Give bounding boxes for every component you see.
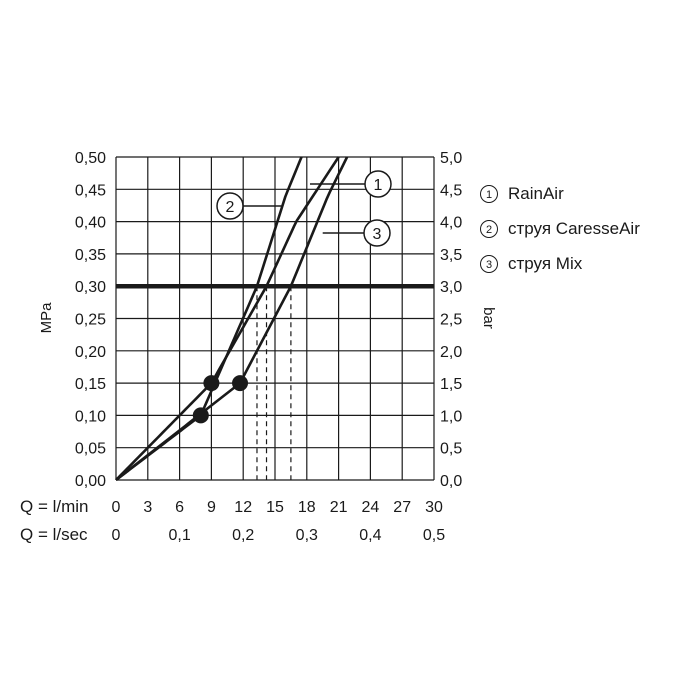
y-tick-right: 3,0 xyxy=(440,279,462,296)
y-tick-left: 0,10 xyxy=(75,408,106,425)
series-curve-3 xyxy=(115,156,349,482)
x-tick-lmin: 18 xyxy=(298,499,316,516)
y-axis-left-ticks: 0,00 0,05 0,10 0,15 0,20 0,25 0,30 0,35 0,40 0,45… xyxy=(75,150,106,490)
legend-label-2: струя CaresseAir xyxy=(508,218,640,238)
y-tick-right: 2,0 xyxy=(440,344,462,361)
y-tick-right: 1,0 xyxy=(440,408,462,425)
x-axis-lmin-ticks: 0 3 6 9 12 15 18 21 24 27 30 xyxy=(112,499,443,516)
data-point xyxy=(232,375,249,392)
x-tick-lmin: 0 xyxy=(112,499,121,516)
x-tick-lmin: 3 xyxy=(143,499,152,516)
callout-number: 2 xyxy=(226,199,235,216)
y-tick-left: 0,30 xyxy=(75,279,106,296)
legend-label-3: струя Mix xyxy=(508,253,583,273)
y-tick-right: 3,5 xyxy=(440,247,462,264)
y-tick-left: 0,05 xyxy=(75,441,106,458)
x-tick-lmin: 15 xyxy=(266,499,284,516)
y-axis-label-left: MPa xyxy=(38,302,55,334)
y-tick-right: 0,5 xyxy=(440,441,462,458)
legend-item-rainair: 1 RainAir xyxy=(480,176,640,211)
x-tick-lmin: 12 xyxy=(234,499,252,516)
callout-number: 3 xyxy=(373,226,382,243)
x-tick-lsec: 0,5 xyxy=(423,527,445,544)
y-tick-left: 0,20 xyxy=(75,344,106,361)
y-tick-left: 0,50 xyxy=(75,150,106,167)
data-point xyxy=(192,407,209,424)
x-tick-lmin: 21 xyxy=(330,499,348,516)
legend-item-caresseair: 2 струя CaresseAir xyxy=(480,211,640,246)
x-tick-lsec: 0,1 xyxy=(168,527,190,544)
y-tick-left: 0,35 xyxy=(75,247,106,264)
x-tick-lmin: 24 xyxy=(362,499,380,516)
y-tick-left: 0,25 xyxy=(75,312,106,329)
x-axis-lsec-ticks: 0 0,1 0,2 0,3 0,4 0,5 xyxy=(112,527,446,544)
x-tick-lsec: 0,4 xyxy=(359,527,381,544)
callout-circle xyxy=(363,219,391,247)
y-tick-right: 4,5 xyxy=(440,182,462,199)
y-tick-left: 0,00 xyxy=(75,473,106,490)
y-tick-right: 5,0 xyxy=(440,150,462,167)
y-tick-left: 0,40 xyxy=(75,215,106,232)
y-tick-right: 2,5 xyxy=(440,312,462,329)
y-axis-right-ticks: 0,0 0,5 1,0 1,5 2,0 2,5 3,0 3,5 4,0 4,5 5,0 xyxy=(440,150,462,490)
legend-number-3: 3 xyxy=(480,254,498,273)
legend-number-2: 2 xyxy=(480,219,498,238)
x-tick-lmin: 9 xyxy=(207,499,216,516)
callout-circle xyxy=(216,192,244,220)
x-tick-lmin: 6 xyxy=(175,499,184,516)
data-point xyxy=(203,375,220,392)
legend-item-mix: 3 струя Mix xyxy=(480,246,640,281)
y-tick-left: 0,45 xyxy=(75,182,106,199)
x-tick-lsec: 0,2 xyxy=(232,527,254,544)
x-tick-lmin: 30 xyxy=(425,499,443,516)
legend-number-1: 1 xyxy=(480,184,498,203)
legend-label-1: RainAir xyxy=(508,183,564,203)
y-tick-right: 4,0 xyxy=(440,215,462,232)
points-group xyxy=(192,375,249,424)
chart-legend: 1 RainAir 2 струя CaresseAir 3 струя Mix xyxy=(480,176,640,281)
y-tick-left: 0,15 xyxy=(75,376,106,393)
y-axis-label-right: bar xyxy=(480,307,497,329)
callout-number: 1 xyxy=(374,177,383,194)
y-tick-right: 0,0 xyxy=(440,473,462,490)
x-axis-label-lsec: Q = l/sec xyxy=(20,525,88,544)
x-axis-label-lmin: Q = l/min xyxy=(20,497,89,516)
callout-circle xyxy=(364,170,392,198)
x-tick-lmin: 27 xyxy=(393,499,411,516)
y-tick-right: 1,5 xyxy=(440,376,462,393)
x-tick-lsec: 0,3 xyxy=(296,527,318,544)
callouts-group: 1 2 3 xyxy=(216,170,392,247)
x-tick-lsec: 0 xyxy=(112,527,121,544)
curves-group xyxy=(115,156,349,482)
